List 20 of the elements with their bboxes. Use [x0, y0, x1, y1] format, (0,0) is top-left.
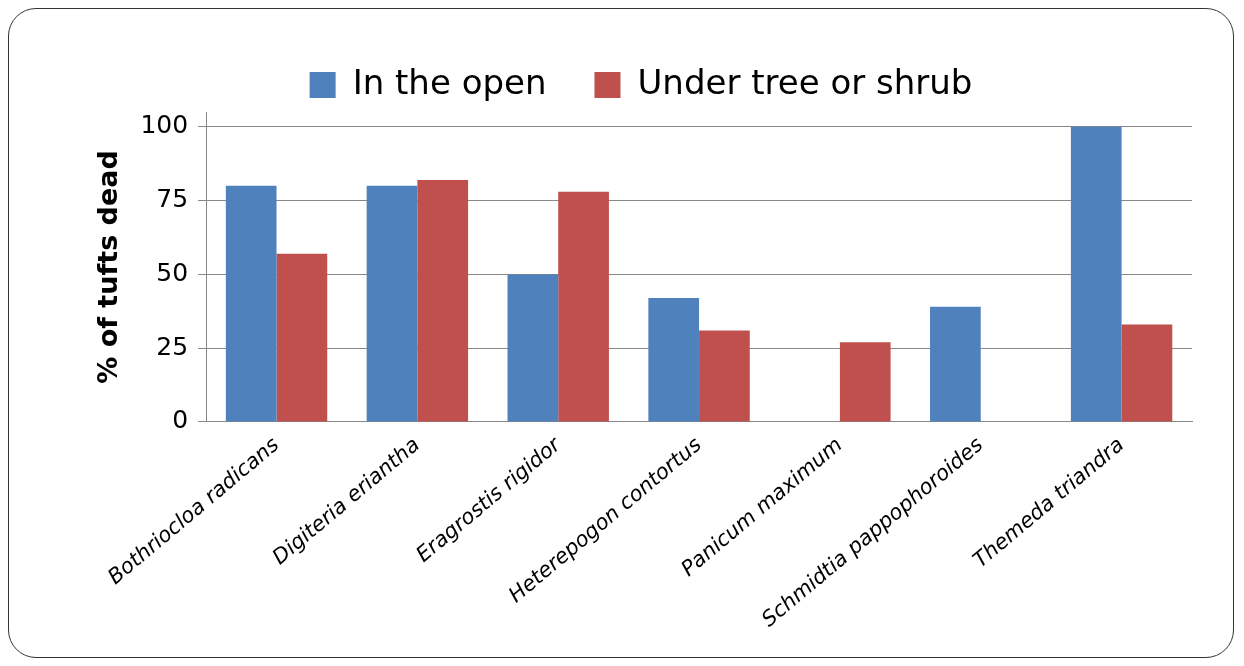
bar — [839, 342, 891, 422]
legend-label: In the open — [352, 61, 547, 102]
legend-label: Under tree or shrub — [637, 61, 973, 102]
y-tick-label: 25 — [156, 331, 189, 361]
y-tick-label: 75 — [156, 184, 189, 214]
y-tick-label: 0 — [172, 405, 189, 435]
bar — [366, 185, 418, 422]
bar — [558, 191, 609, 422]
bar — [1121, 324, 1173, 422]
bar — [507, 274, 559, 422]
bar — [648, 298, 700, 422]
y-tick-label: 50 — [156, 257, 189, 287]
bar — [699, 330, 750, 422]
bar — [276, 253, 328, 422]
bar — [417, 179, 469, 422]
y-tick-label: 100 — [140, 110, 189, 140]
y-axis-title: % of tufts dead — [92, 150, 124, 384]
bar — [225, 185, 277, 422]
bar — [1070, 126, 1122, 422]
bar — [930, 306, 981, 422]
